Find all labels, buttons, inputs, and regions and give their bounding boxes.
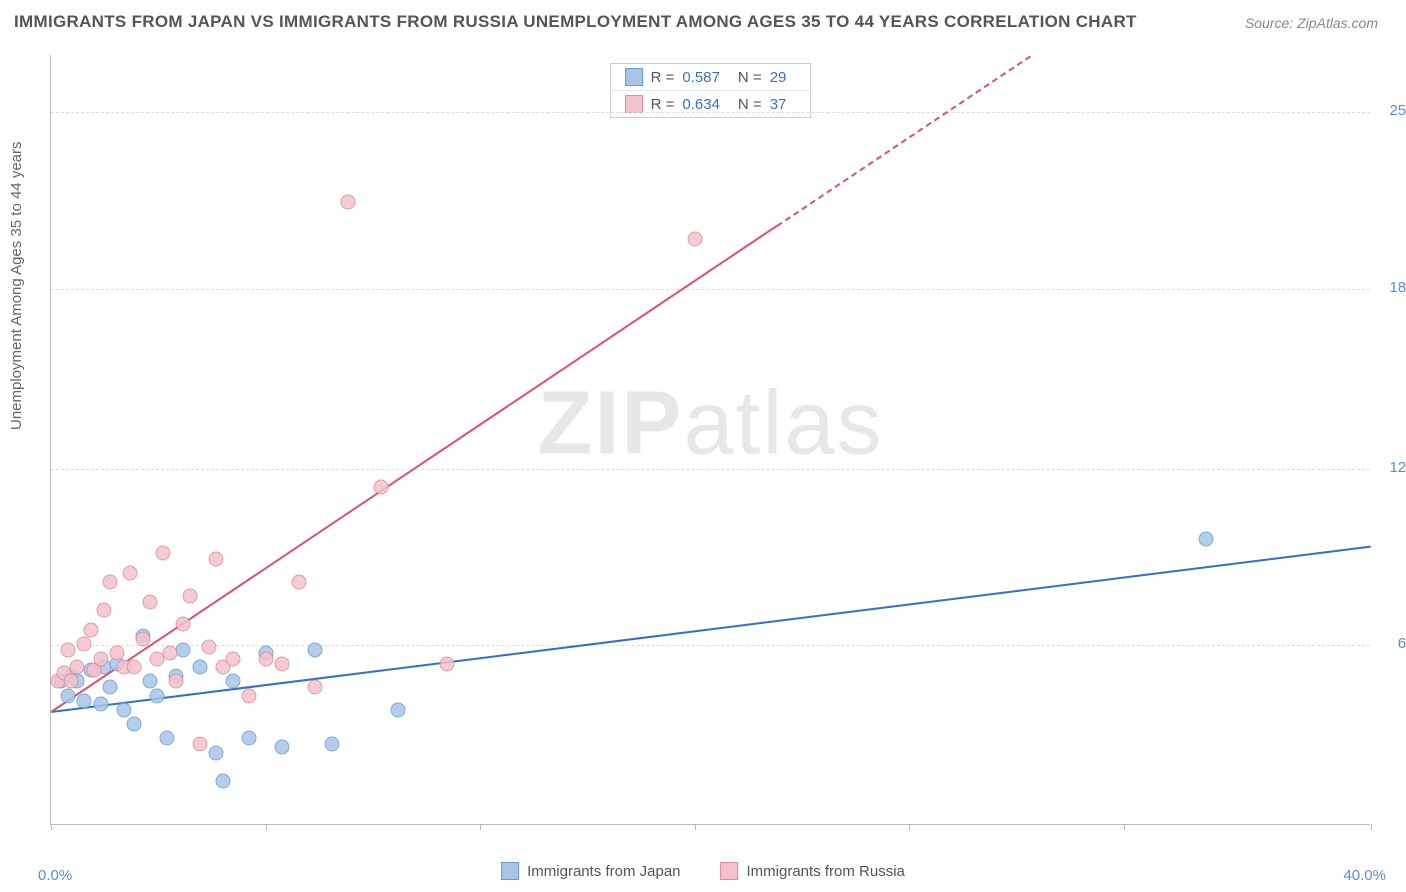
data-point-japan (275, 740, 290, 755)
data-point-russia (242, 688, 257, 703)
y-tick-label: 6.3% (1398, 635, 1406, 652)
data-point-russia (96, 603, 111, 618)
data-point-russia (308, 680, 323, 695)
watermark-bold: ZIP (537, 374, 683, 474)
data-point-russia (123, 566, 138, 581)
data-point-russia (209, 551, 224, 566)
source-attribution: Source: ZipAtlas.com (1245, 15, 1378, 31)
data-point-russia (225, 651, 240, 666)
stat-r-russia: 0.634 (682, 96, 720, 113)
x-tick (51, 824, 52, 830)
chart-title: IMMIGRANTS FROM JAPAN VS IMMIGRANTS FROM… (14, 12, 1137, 32)
x-tick (480, 824, 481, 830)
data-point-japan (93, 697, 108, 712)
data-point-japan (242, 731, 257, 746)
data-point-russia (687, 232, 702, 247)
data-point-japan (77, 694, 92, 709)
y-axis-label: Unemployment Among Ages 35 to 44 years (8, 141, 25, 430)
x-tick (1124, 824, 1125, 830)
data-point-russia (83, 623, 98, 638)
swatch-russia (721, 862, 739, 880)
data-point-russia (93, 651, 108, 666)
swatch-japan (625, 68, 643, 86)
data-point-japan (1199, 531, 1214, 546)
data-point-japan (308, 643, 323, 658)
x-tick (909, 824, 910, 830)
data-point-japan (60, 688, 75, 703)
data-point-russia (110, 645, 125, 660)
data-point-japan (209, 745, 224, 760)
data-point-russia (60, 643, 75, 658)
data-point-russia (77, 637, 92, 652)
data-point-japan (126, 717, 141, 732)
y-tick-label: 25.0% (1389, 102, 1406, 119)
correlation-stats-box: R = 0.587 N = 29 R = 0.634 N = 37 (610, 63, 812, 118)
x-tick (1371, 824, 1372, 830)
data-point-russia (70, 660, 85, 675)
stat-n-russia: 37 (770, 96, 787, 113)
gridline (51, 469, 1370, 470)
data-point-russia (182, 588, 197, 603)
data-point-russia (341, 195, 356, 210)
data-point-japan (116, 702, 131, 717)
data-point-japan (143, 674, 158, 689)
data-point-russia (169, 674, 184, 689)
stat-n-label: N = (738, 69, 762, 86)
data-point-russia (63, 674, 78, 689)
data-point-japan (159, 731, 174, 746)
swatch-russia (625, 95, 643, 113)
data-point-japan (324, 737, 339, 752)
data-point-japan (192, 660, 207, 675)
data-point-russia (192, 737, 207, 752)
legend-item-japan: Immigrants from Japan (501, 862, 680, 880)
data-point-japan (225, 674, 240, 689)
legend-label-russia: Immigrants from Russia (747, 863, 905, 880)
data-point-russia (440, 657, 455, 672)
data-point-russia (143, 594, 158, 609)
series-legend: Immigrants from Japan Immigrants from Ru… (501, 862, 905, 880)
scatter-plot: ZIPatlas R = 0.587 N = 29 R = 0.634 N = … (50, 55, 1370, 825)
data-point-russia (291, 574, 306, 589)
data-point-japan (149, 688, 164, 703)
watermark-light: atlas (683, 374, 883, 474)
data-point-russia (136, 631, 151, 646)
stat-r-label: R = (651, 69, 675, 86)
data-point-russia (176, 617, 191, 632)
x-tick (266, 824, 267, 830)
stat-r-japan: 0.587 (682, 69, 720, 86)
data-point-russia (374, 480, 389, 495)
watermark: ZIPatlas (537, 373, 883, 476)
legend-item-russia: Immigrants from Russia (721, 862, 905, 880)
gridline (51, 112, 1370, 113)
x-axis-min-label: 0.0% (38, 867, 72, 884)
stats-row-japan: R = 0.587 N = 29 (611, 64, 811, 90)
trendline-russia-dashed (776, 55, 1030, 226)
data-point-japan (103, 680, 118, 695)
y-tick-label: 18.8% (1389, 279, 1406, 296)
data-point-russia (156, 546, 171, 561)
stat-n-label: N = (738, 96, 762, 113)
gridline (51, 645, 1370, 646)
data-point-russia (202, 640, 217, 655)
swatch-japan (501, 862, 519, 880)
data-point-russia (162, 645, 177, 660)
y-tick-label: 12.5% (1389, 459, 1406, 476)
gridline (51, 289, 1370, 290)
stat-r-label: R = (651, 96, 675, 113)
legend-label-japan: Immigrants from Japan (527, 863, 680, 880)
data-point-japan (215, 774, 230, 789)
x-tick (695, 824, 696, 830)
data-point-russia (275, 657, 290, 672)
x-axis-max-label: 40.0% (1343, 867, 1386, 884)
data-point-japan (390, 702, 405, 717)
data-point-japan (176, 643, 191, 658)
data-point-russia (258, 651, 273, 666)
data-point-russia (126, 660, 141, 675)
stat-n-japan: 29 (770, 69, 787, 86)
data-point-russia (103, 574, 118, 589)
